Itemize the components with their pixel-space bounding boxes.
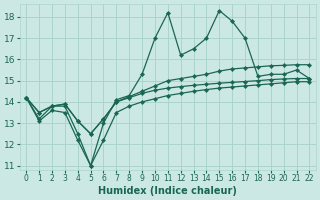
X-axis label: Humidex (Indice chaleur): Humidex (Indice chaleur) bbox=[98, 186, 237, 196]
